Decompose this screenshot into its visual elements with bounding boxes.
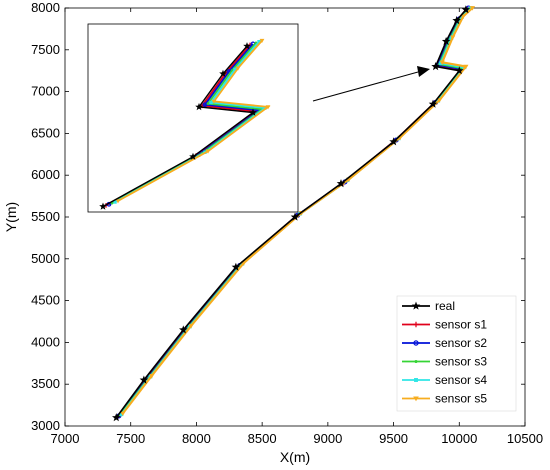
inset-series-real — [99, 42, 257, 210]
x-tick-label: 8500 — [248, 431, 277, 446]
data-point — [441, 36, 451, 46]
inset-data-point — [206, 102, 210, 105]
y-tick-label: 6000 — [31, 167, 60, 182]
inset-data-point — [265, 105, 271, 110]
data-point — [436, 98, 443, 103]
data-point — [461, 5, 471, 14]
legend-item: sensor s3 — [402, 355, 487, 369]
y-axis-label: Y(m) — [3, 202, 19, 232]
inset-data-point — [189, 152, 197, 160]
y-tick-label: 5000 — [31, 251, 60, 266]
series-sensor-s5 — [120, 6, 476, 417]
inset-data-point — [113, 200, 117, 204]
data-point — [452, 16, 461, 25]
inset-layer — [99, 38, 271, 210]
x-axis-label: X(m) — [280, 449, 310, 465]
x-tick-label: 7500 — [116, 431, 145, 446]
legend-marker — [413, 321, 419, 328]
data-point — [149, 374, 155, 379]
legend-marker — [413, 340, 419, 346]
legend-marker — [411, 301, 421, 310]
data-point — [469, 6, 476, 11]
y-tick-label: 3500 — [31, 376, 60, 391]
legend-label: real — [435, 299, 455, 313]
inset-data-point — [195, 102, 203, 111]
data-point — [188, 323, 194, 329]
inset-data-point — [209, 100, 213, 105]
inset-data-point — [233, 67, 237, 72]
legend-marker — [414, 378, 418, 382]
data-point — [450, 35, 456, 40]
y-tick-label: 4000 — [31, 334, 60, 349]
inset-data-point — [257, 40, 261, 44]
data-point — [112, 413, 121, 422]
series-layer — [112, 5, 476, 422]
x-tick-label: 9000 — [313, 431, 342, 446]
inset-data-point — [99, 202, 107, 210]
x-tick-label: 7000 — [51, 431, 80, 446]
inset-series-sensor-s5 — [115, 38, 271, 204]
legend-item: sensor s5 — [402, 392, 487, 406]
data-point — [439, 60, 445, 65]
y-tick-label: 7500 — [31, 42, 60, 57]
x-tick-label: 10500 — [507, 431, 543, 446]
legend-label: sensor s1 — [435, 318, 487, 332]
y-tick-label: 4500 — [31, 293, 60, 308]
inset-data-point — [259, 38, 265, 43]
legend-item: sensor s4 — [402, 373, 487, 387]
legend-items: real sensor s1 sensor s2 sensor s3 sensor s4… — [402, 299, 487, 406]
legend-item: sensor s1 — [402, 318, 487, 332]
x-tick-label: 10000 — [441, 431, 477, 446]
x-tick-label: 9500 — [379, 431, 408, 446]
data-point — [463, 64, 469, 70]
data-point — [120, 411, 126, 417]
legend-item: real — [402, 299, 455, 313]
inset-data-point — [219, 69, 227, 77]
inset-series-line — [102, 45, 255, 208]
data-point — [290, 212, 300, 221]
y-tick-label: 3000 — [31, 418, 60, 433]
inset-series-line — [117, 40, 271, 202]
legend-marker — [414, 359, 418, 364]
series-real — [112, 5, 471, 422]
legend-label: sensor s3 — [435, 355, 487, 369]
data-point — [336, 179, 346, 188]
legend-marker — [413, 396, 419, 402]
data-point — [119, 412, 124, 417]
y-axis: 3000 3500 4000 4500 5000 5500 6000 6500 7000 7500… — [31, 0, 525, 433]
x-axis: 7000 7500 8000 8500 9000 9500 10000 10500 — [51, 8, 543, 446]
data-point — [389, 137, 398, 146]
inset-data-point — [235, 66, 241, 71]
data-point — [460, 14, 466, 19]
zoom-arrow — [312, 66, 430, 102]
inset-frame — [87, 23, 299, 213]
legend-frame — [396, 295, 517, 412]
y-tick-label: 6500 — [31, 125, 60, 140]
inset-data-point — [202, 102, 208, 108]
y-tick-label: 8000 — [31, 0, 60, 15]
data-point — [428, 99, 438, 108]
inset-data-point — [243, 42, 251, 50]
data-point — [231, 262, 241, 271]
legend-label: sensor s5 — [435, 392, 487, 406]
inset-panel — [87, 23, 299, 213]
inset-data-point — [205, 149, 211, 154]
inset-data-point — [115, 199, 121, 204]
data-point — [431, 62, 440, 71]
x-tick-label: 8000 — [182, 431, 211, 446]
data-point — [455, 66, 464, 75]
inset-data-point — [211, 99, 217, 104]
data-point — [139, 375, 149, 384]
legend-label: sensor s2 — [435, 336, 487, 350]
y-tick-label: 7000 — [31, 84, 60, 99]
legend-label: sensor s4 — [435, 373, 487, 387]
legend: real sensor s1 sensor s2 sensor s3 sensor s4… — [396, 295, 517, 412]
data-point — [179, 325, 188, 334]
inset-data-point — [249, 108, 257, 116]
zoom-arrow-line — [312, 71, 419, 102]
zoom-arrow-head — [417, 66, 430, 77]
y-tick-label: 5500 — [31, 209, 60, 224]
legend-item: sensor s2 — [402, 336, 487, 350]
